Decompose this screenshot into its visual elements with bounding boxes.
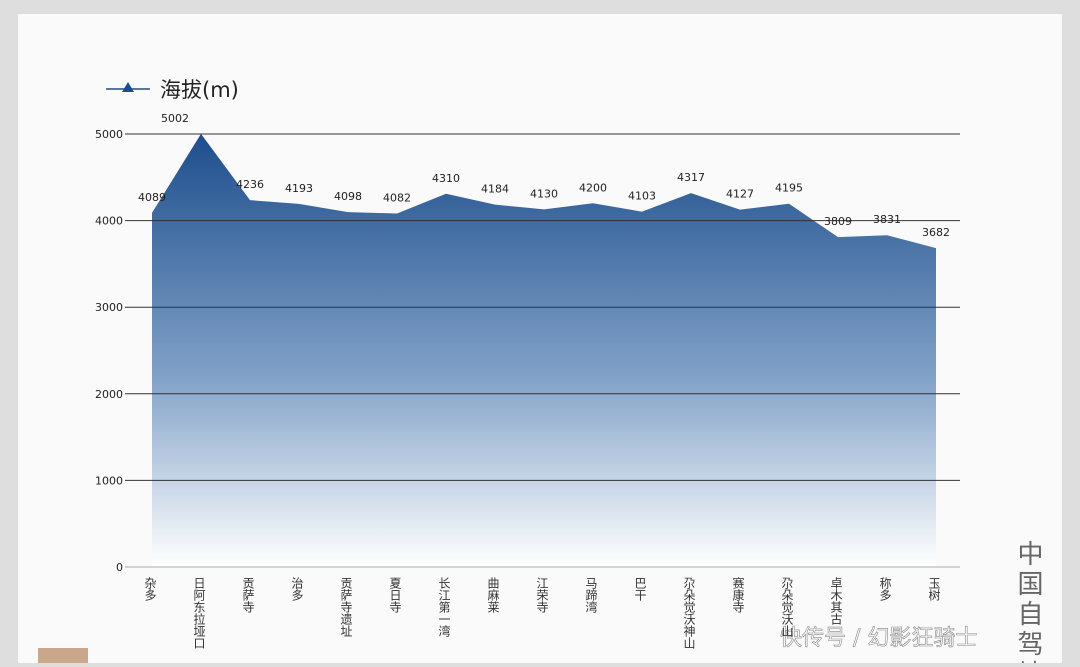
data-label: 4236 <box>236 178 264 191</box>
area <box>152 133 936 568</box>
data-label: 4082 <box>383 191 411 204</box>
x-tick-label: 贡萨寺 <box>241 577 255 613</box>
x-tick-label: 巴干 <box>633 577 647 601</box>
y-tick-label: 5000 <box>95 128 123 141</box>
data-label: 4195 <box>775 182 803 195</box>
x-tick-label: 尕朵觉沃神山 <box>682 577 696 649</box>
data-label: 4098 <box>334 190 362 203</box>
x-tick-label: 日阿东拉垭口 <box>192 577 206 649</box>
x-tick-label: 夏日寺 <box>388 577 402 613</box>
y-tick-label: 3000 <box>95 301 123 314</box>
y-tick-label: 2000 <box>95 388 123 401</box>
data-label: 4193 <box>285 182 313 195</box>
x-tick-label: 贡萨寺遗址 <box>339 577 353 637</box>
data-label: 5002 <box>161 112 189 125</box>
data-label: 4127 <box>726 188 754 201</box>
x-tick-label: 马蹄湾 <box>584 577 598 614</box>
x-tick-label: 治多 <box>290 577 304 602</box>
data-label: 4200 <box>579 181 607 194</box>
corner-decor <box>38 648 88 667</box>
y-tick-label: 1000 <box>95 474 123 487</box>
y-tick-label: 0 <box>116 561 123 574</box>
x-tick-label: 称多 <box>878 577 892 602</box>
x-tick-label: 杂多 <box>143 577 157 602</box>
x-tick-label: 玉树 <box>927 577 941 601</box>
side-text: 中国自驾地 <box>1013 540 1043 663</box>
x-tick-label: 卓木其古 <box>829 577 843 625</box>
data-label: 3682 <box>922 226 950 239</box>
x-tick-label: 曲麻莱 <box>486 577 500 613</box>
data-label: 4089 <box>138 191 166 204</box>
legend-marker <box>122 82 134 92</box>
x-tick-label: 尕朵觉沃山 <box>780 577 794 637</box>
data-label: 4310 <box>432 172 460 185</box>
y-tick-label: 4000 <box>95 215 123 228</box>
data-label: 4103 <box>628 190 656 203</box>
x-tick-label: 江荣寺 <box>535 577 549 613</box>
watermark: 快传号 / 幻影狂骑士 <box>780 626 977 651</box>
x-tick-label: 赛康寺 <box>731 576 745 613</box>
legend-label: 海拔(m) <box>160 78 239 102</box>
x-tick-label: 长江第一湾 <box>437 577 451 638</box>
data-label: 4317 <box>677 171 705 184</box>
data-label: 4130 <box>530 187 558 200</box>
data-label: 3831 <box>873 213 901 226</box>
data-label: 4184 <box>481 183 509 196</box>
data-label: 3809 <box>824 215 852 228</box>
